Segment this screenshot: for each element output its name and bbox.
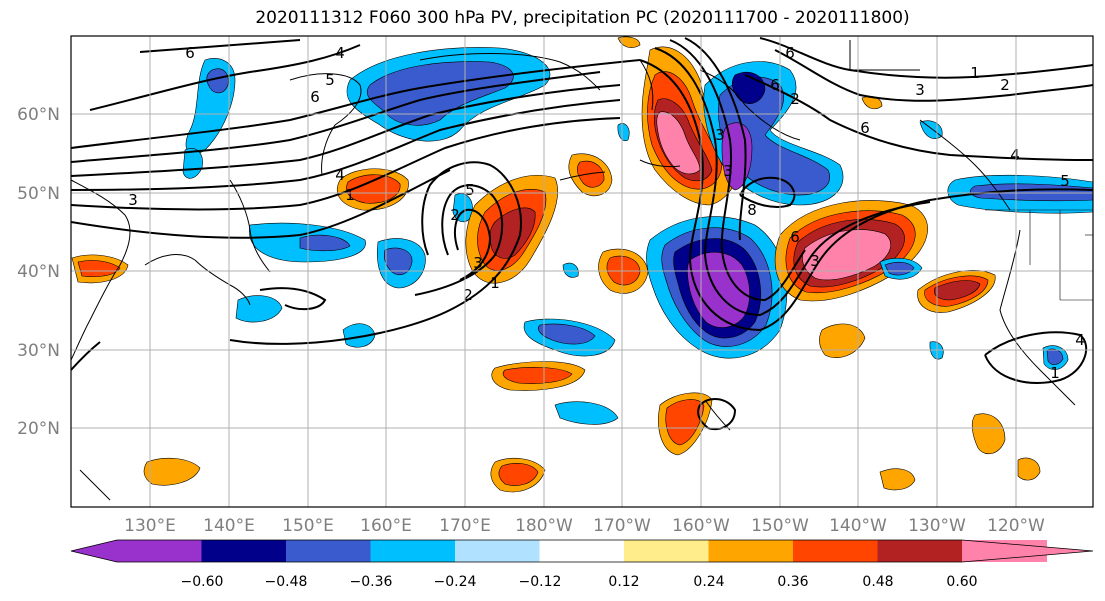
contour-label: 6 <box>790 228 800 246</box>
lat-label: 20°N <box>17 419 60 439</box>
contour-label: 5 <box>325 71 335 89</box>
contour-label: 2 <box>790 90 800 108</box>
colorbar-segment <box>793 540 878 562</box>
map-title: 2020111312 F060 300 hPa PV, precipitatio… <box>255 8 910 28</box>
contour-label: 5 <box>465 181 475 199</box>
colorbar-tick-labels: −0.60 −0.48 −0.36 −0.24 −0.12 0.12 0.24 … <box>181 574 978 590</box>
colorbar-tick-label: −0.12 <box>519 574 562 590</box>
lon-label: 120°W <box>987 516 1045 536</box>
contour-label: 4 <box>335 166 345 184</box>
colorbar-segment <box>201 540 287 562</box>
contour-label: 2 <box>1000 76 1010 94</box>
contour-label: 6 <box>770 76 780 94</box>
latitude-labels: 60°N 50°N 40°N 30°N 20°N <box>17 105 60 439</box>
lon-label: 130°W <box>908 516 966 536</box>
lat-label: 60°N <box>17 105 60 125</box>
graticule <box>71 36 1093 507</box>
lon-label: 160°W <box>672 516 730 536</box>
lon-label: 170°E <box>439 516 491 536</box>
lon-label: 150°W <box>751 516 809 536</box>
contour-label: 4 <box>1075 331 1085 349</box>
lat-label: 30°N <box>17 341 60 361</box>
lon-label: 160°E <box>360 516 412 536</box>
lon-label: 150°E <box>282 516 334 536</box>
contour-label: 6 <box>860 119 870 137</box>
colorbar <box>70 539 1094 563</box>
lat-label: 40°N <box>17 262 60 282</box>
colorbar-left-extension <box>71 540 117 562</box>
colorbar-tick-label: 0.36 <box>777 574 808 590</box>
precipitation-shading <box>71 36 1093 493</box>
lon-label: 130°E <box>124 516 176 536</box>
colorbar-right-extension <box>962 540 1093 562</box>
lon-label: 170°W <box>593 516 651 536</box>
contour-label: 8 <box>747 201 757 219</box>
contour-label: 1 <box>970 64 980 82</box>
contour-label: 6 <box>310 88 320 106</box>
colorbar-tick-label: −0.48 <box>265 574 308 590</box>
contour-label: 1 <box>1050 364 1060 382</box>
colorbar-segment <box>117 540 202 562</box>
colorbar-tick-label: 0.24 <box>693 574 724 590</box>
lon-label: 180°W <box>515 516 573 536</box>
contour-label: 3 <box>128 191 138 209</box>
colorbar-segment <box>708 540 794 562</box>
colorbar-tick-label: 0.60 <box>946 574 977 590</box>
colorbar-segment <box>455 540 540 562</box>
contour-label: 3 <box>810 252 820 270</box>
contour-label: 4 <box>1010 146 1020 164</box>
contour-label: 2 <box>450 206 460 224</box>
colorbar-segment <box>539 540 625 562</box>
contour-label: 2 <box>463 286 473 304</box>
contour-label: 1 <box>490 274 500 292</box>
contour-label: 3 <box>715 126 725 144</box>
contour-label: 3 <box>473 254 483 272</box>
plot-frame <box>70 35 1094 508</box>
colorbar-tick-label: 0.12 <box>608 574 639 590</box>
colorbar-segment <box>370 540 456 562</box>
contour-label: 3 <box>915 81 925 99</box>
coastlines <box>71 40 1076 501</box>
lon-label: 140°E <box>203 516 255 536</box>
contour-label: 4 <box>335 44 345 62</box>
colorbar-outline <box>70 539 1094 563</box>
contour-label: 6 <box>785 44 795 62</box>
longitude-labels: 130°E 140°E 150°E 160°E 170°E 180°W 170°… <box>124 516 1045 536</box>
lat-label: 50°N <box>17 184 60 204</box>
colorbar-tick-label: −0.36 <box>350 574 393 590</box>
colorbar-segment <box>286 540 371 562</box>
contour-label: 1 <box>345 186 355 204</box>
state-borders <box>985 209 1093 301</box>
colorbar-tick-label: −0.24 <box>434 574 477 590</box>
colorbar-segment <box>624 540 709 562</box>
contour-label: 6 <box>185 44 195 62</box>
contour-label: 5 <box>1060 172 1070 190</box>
contour-label: 3 <box>723 162 733 180</box>
pv-contours <box>71 37 1093 430</box>
lon-label: 140°W <box>829 516 887 536</box>
colorbar-segment <box>877 540 963 562</box>
colorbar-tick-label: −0.60 <box>181 574 224 590</box>
colorbar-tick-label: 0.48 <box>862 574 893 590</box>
